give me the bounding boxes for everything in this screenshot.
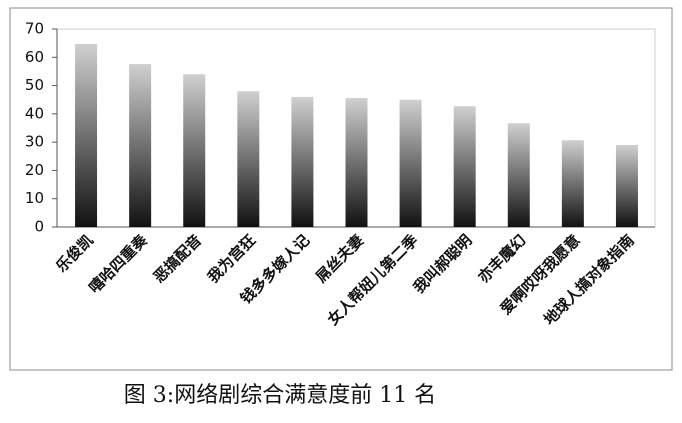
x-tick-label: 亦丰魔幻 [474, 231, 529, 286]
x-tick-label: 乐俊凯 [52, 231, 97, 276]
bar [237, 91, 260, 227]
bar [291, 96, 314, 227]
x-tick-label: 我叫郝聪明 [410, 231, 476, 297]
bar [183, 74, 206, 227]
y-tick-label: 60 [25, 48, 44, 66]
x-tick-label: 地球人搞对象指南 [540, 231, 638, 329]
bar [615, 144, 638, 227]
y-tick-label: 50 [25, 76, 44, 94]
caption: 图 3:网络剧综合满意度前 11 名 [124, 383, 436, 408]
x-tick-label: 我为宫狂 [204, 231, 259, 286]
x-tick-label: 恶搞配音 [150, 231, 205, 286]
bar [75, 43, 98, 228]
y-tick-label: 20 [25, 161, 44, 179]
bar [507, 123, 530, 227]
x-tick-label: 嘻哈四重奏 [85, 230, 151, 296]
chart-frame [9, 7, 673, 371]
y-tick-label: 10 [25, 189, 44, 207]
y-tick-label: 30 [25, 133, 44, 151]
x-tick-label: 屌丝夫妻 [312, 231, 367, 286]
bar [399, 99, 422, 227]
bar [561, 140, 584, 227]
bar [345, 98, 368, 227]
y-tick-label: 70 [25, 20, 44, 38]
bar [453, 106, 476, 227]
y-tick-label: 40 [25, 104, 44, 122]
x-tick-label: 女人帮妞儿第二季 [324, 231, 422, 329]
bar [129, 64, 152, 228]
y-tick-label: 0 [34, 218, 44, 236]
